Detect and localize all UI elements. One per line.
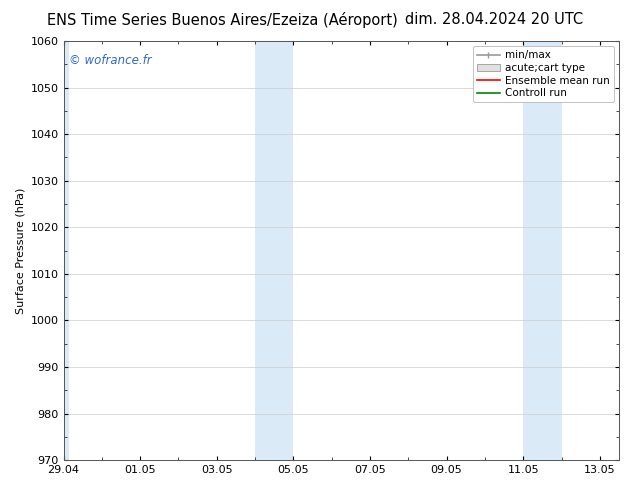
Text: dim. 28.04.2024 20 UTC: dim. 28.04.2024 20 UTC bbox=[406, 12, 583, 27]
Bar bbox=[63, 41, 69, 460]
Bar bbox=[255, 41, 294, 460]
Bar bbox=[523, 41, 562, 460]
Text: ENS Time Series Buenos Aires/Ezeiza (Aéroport): ENS Time Series Buenos Aires/Ezeiza (Aér… bbox=[46, 12, 398, 28]
Legend: min/max, acute;cart type, Ensemble mean run, Controll run: min/max, acute;cart type, Ensemble mean … bbox=[472, 46, 614, 102]
Y-axis label: Surface Pressure (hPa): Surface Pressure (hPa) bbox=[15, 187, 25, 314]
Text: © wofrance.fr: © wofrance.fr bbox=[69, 53, 152, 67]
